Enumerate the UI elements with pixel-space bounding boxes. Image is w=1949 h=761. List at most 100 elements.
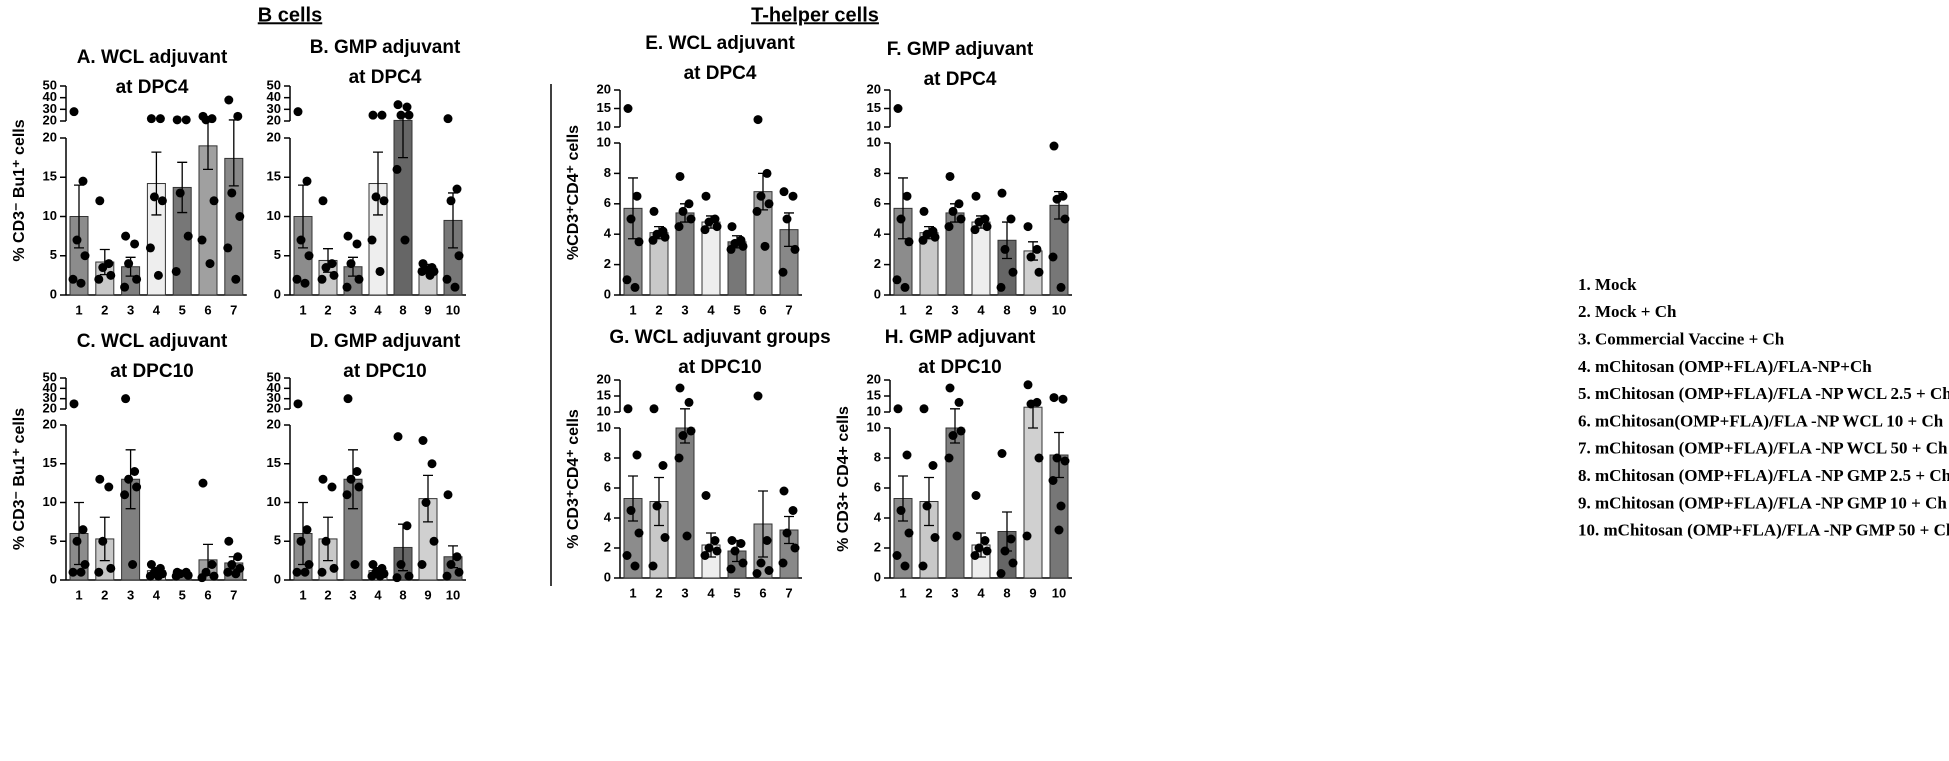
data-point <box>121 231 131 241</box>
data-point <box>120 282 130 292</box>
data-point <box>130 239 140 249</box>
data-point <box>726 564 736 574</box>
data-point <box>712 222 722 232</box>
data-point <box>982 546 992 556</box>
data-point <box>292 567 302 577</box>
data-point <box>321 536 331 546</box>
y-tick-label: 10 <box>867 118 881 133</box>
y-tick-label: 20 <box>267 129 281 144</box>
y-axis-label: % CD3+ CD4+ cells <box>835 406 852 552</box>
y-tick-label: 5 <box>274 533 281 548</box>
data-point <box>623 404 633 414</box>
chart-title: B. GMP adjuvant <box>310 37 461 58</box>
y-tick-label: 10 <box>867 403 881 418</box>
x-tick-label: 1 <box>75 587 82 602</box>
data-point <box>1048 476 1058 485</box>
data-point <box>704 543 714 553</box>
data-point <box>788 506 798 515</box>
x-tick-label: 2 <box>655 302 662 317</box>
x-tick-label: 6 <box>204 302 211 317</box>
data-point <box>404 571 414 581</box>
data-point <box>660 232 670 242</box>
data-point <box>300 278 310 288</box>
data-point <box>130 467 140 476</box>
data-point <box>155 114 165 124</box>
chart-title: G. WCL adjuvant groups <box>609 327 830 348</box>
x-tick-label: 3 <box>349 302 356 317</box>
y-tick-label: 30 <box>43 101 57 116</box>
data-point <box>223 243 233 253</box>
data-point <box>778 558 788 568</box>
data-point <box>622 275 632 285</box>
chart-title: F. GMP adjuvant <box>887 39 1034 60</box>
data-point <box>205 259 215 269</box>
legend-entry: 5. mChitosan (OMP+FLA)/FLA -NP WCL 2.5 +… <box>1578 384 1949 403</box>
data-point <box>782 214 792 224</box>
data-point <box>94 274 104 284</box>
y-tick-label: 10 <box>867 419 881 434</box>
data-point <box>660 533 670 542</box>
data-point <box>1034 267 1044 277</box>
x-tick-label: 6 <box>759 585 766 600</box>
data-point <box>779 486 789 496</box>
y-tick-label: 30 <box>267 101 281 116</box>
y-tick-label: 15 <box>867 100 881 115</box>
y-tick-label: 10 <box>43 494 57 509</box>
x-tick-label: 1 <box>629 302 636 317</box>
data-point <box>622 551 632 560</box>
data-point <box>124 259 134 269</box>
data-point <box>1008 558 1018 568</box>
error-bar <box>177 161 188 214</box>
data-point <box>902 191 912 201</box>
x-tick-label: 3 <box>681 585 688 600</box>
chart-title: at DPC4 <box>684 63 757 84</box>
x-tick-label: 5 <box>733 585 740 600</box>
x-tick-label: 4 <box>707 585 715 600</box>
data-point <box>974 217 984 227</box>
data-point <box>684 397 694 407</box>
data-point <box>153 571 163 581</box>
y-tick-label: 40 <box>43 89 57 104</box>
data-point <box>996 569 1006 578</box>
data-point <box>145 571 155 581</box>
data-point <box>944 222 954 232</box>
data-point <box>779 187 789 197</box>
error-bar <box>654 476 664 527</box>
x-tick-label: 4 <box>153 587 161 602</box>
x-tick-label: 1 <box>75 302 82 317</box>
legend-entry: 9. mChitosan (OMP+FLA)/FLA -NP GMP 10 + … <box>1578 493 1947 512</box>
x-tick-label: 9 <box>1029 585 1036 600</box>
data-point <box>893 104 903 113</box>
data-point <box>790 543 800 553</box>
data-point <box>329 270 339 280</box>
data-point <box>172 115 182 125</box>
data-point <box>710 536 720 545</box>
data-point <box>418 436 428 445</box>
bar <box>675 427 695 579</box>
y-tick-label: 6 <box>874 195 881 210</box>
x-tick-label: 7 <box>785 585 792 600</box>
x-tick-label: 4 <box>977 585 985 600</box>
data-point <box>1056 282 1066 292</box>
data-point <box>224 536 234 546</box>
data-point <box>343 394 353 404</box>
data-point <box>231 569 241 579</box>
x-tick-label: 7 <box>785 302 792 317</box>
x-tick-label: 2 <box>324 302 331 317</box>
data-point <box>753 115 763 125</box>
y-tick-label: 20 <box>267 112 281 127</box>
data-point <box>417 266 427 276</box>
data-point <box>368 560 378 569</box>
data-point <box>649 404 659 414</box>
y-tick-label: 40 <box>267 89 281 104</box>
data-point <box>974 543 984 553</box>
data-point <box>375 571 385 581</box>
data-point <box>233 552 243 562</box>
y-tick-label: 0 <box>604 286 611 301</box>
x-tick-label: 4 <box>374 587 382 602</box>
data-point <box>396 110 406 120</box>
data-point <box>944 453 954 463</box>
data-point <box>400 235 410 245</box>
x-tick-label: 10 <box>1052 302 1066 317</box>
